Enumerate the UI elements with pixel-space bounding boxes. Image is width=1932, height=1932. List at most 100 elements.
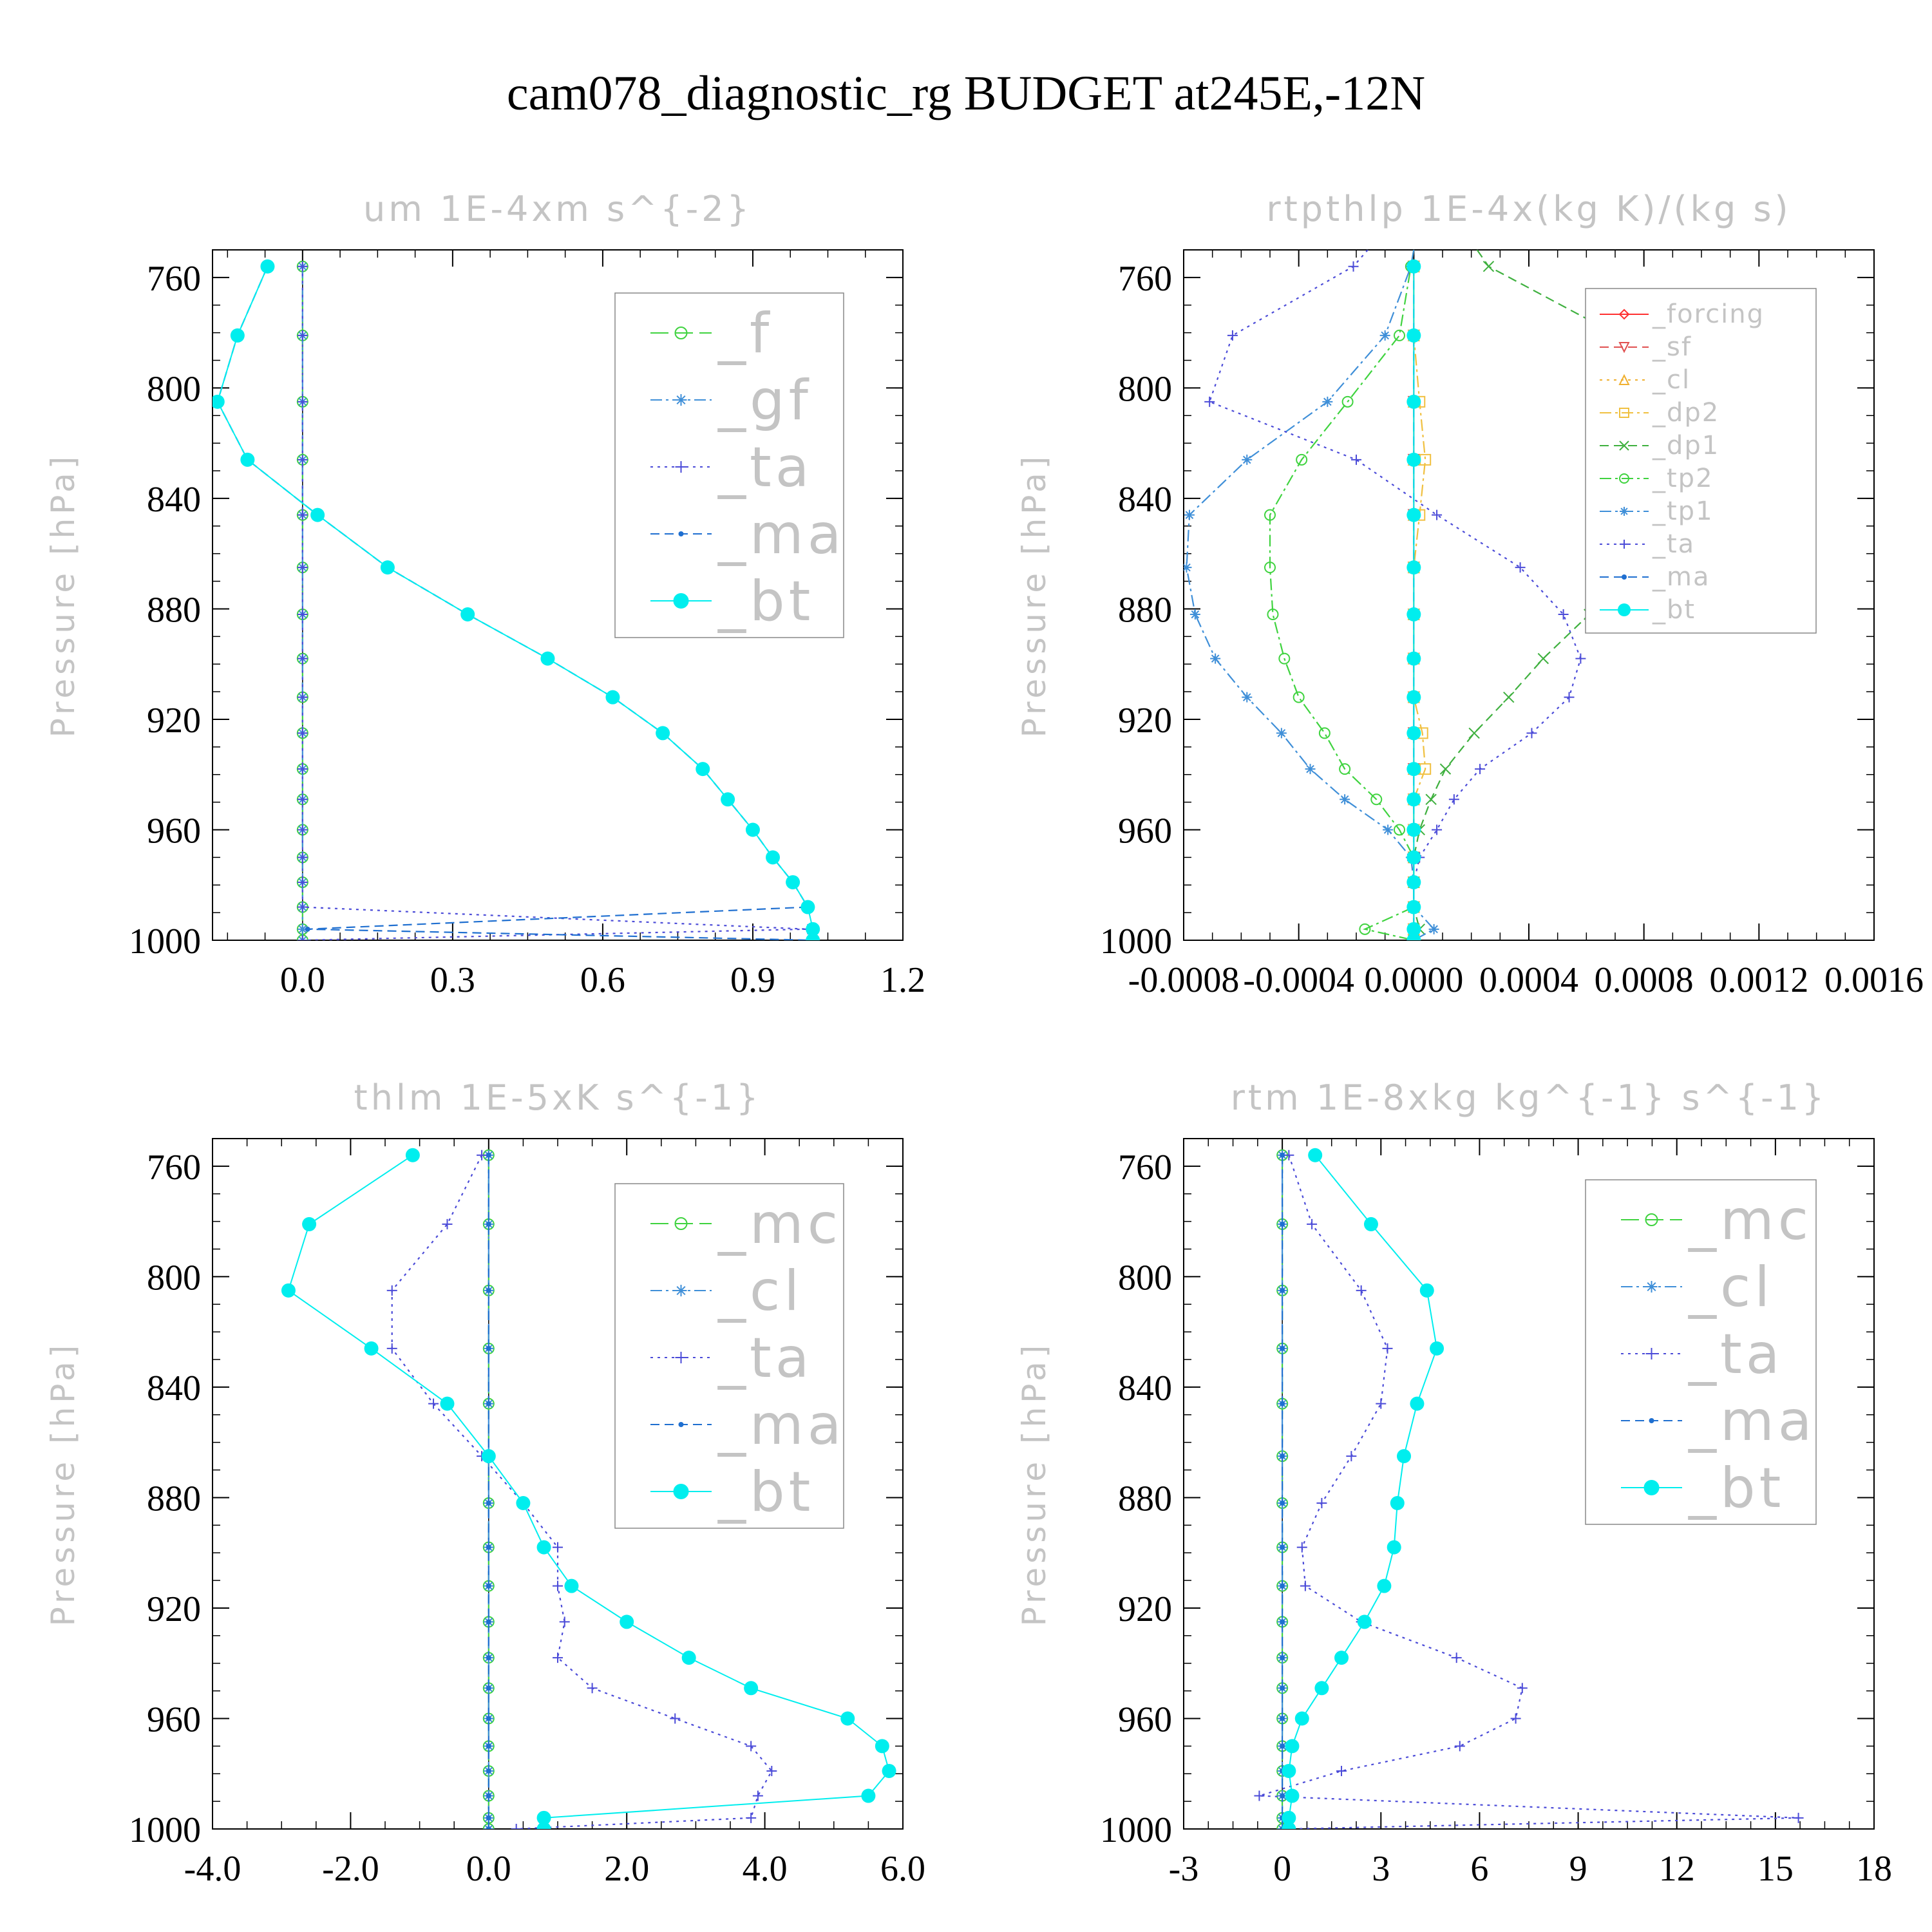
legend-marker (675, 394, 687, 406)
data-point (1280, 1345, 1285, 1351)
data-point (564, 1578, 579, 1593)
data-point (1282, 1810, 1296, 1825)
legend-label: _bt (717, 569, 814, 634)
legend-marker (1643, 1480, 1660, 1495)
data-point (1356, 1285, 1367, 1296)
series-group (281, 1148, 896, 1829)
x-tick-label: 0.6 (580, 960, 625, 1000)
data-point (297, 454, 308, 465)
data-point (486, 1815, 491, 1821)
data-point (553, 1653, 563, 1663)
series-line-dp2 (1413, 266, 1426, 940)
data-point (297, 794, 308, 805)
data-point (1451, 1653, 1462, 1663)
data-point (486, 1287, 491, 1293)
data-point (766, 850, 781, 865)
data-point (486, 1655, 491, 1661)
x-tick-label: -4.0 (184, 1849, 242, 1889)
data-point (1204, 396, 1215, 407)
figure-title: cam078_diagnostic_rg BUDGET at245E,-12N (507, 66, 1425, 120)
x-tick-label: 0.9 (730, 960, 775, 1000)
data-point (1322, 396, 1333, 407)
x-tick-label: 18 (1856, 1849, 1892, 1889)
legend-marker (1622, 574, 1627, 580)
data-point (1339, 763, 1351, 775)
legend-label: _bt (1652, 595, 1696, 625)
data-point (536, 1540, 551, 1555)
y-tick-label: 960 (1118, 811, 1172, 851)
y-tick-label: 960 (147, 1700, 201, 1739)
data-point (1468, 727, 1480, 739)
legend-marker (1618, 603, 1631, 616)
data-point (1564, 692, 1575, 703)
data-point (1280, 1501, 1285, 1506)
data-point (213, 394, 225, 409)
data-point (1184, 562, 1192, 573)
data-point (1406, 560, 1421, 575)
data-point (746, 1741, 757, 1752)
y-tick-label: 840 (1118, 480, 1172, 520)
series-line-ta (391, 1155, 773, 1829)
legend-marker (1618, 374, 1630, 385)
data-point (587, 1683, 598, 1694)
data-point (297, 902, 308, 913)
data-point (1316, 1498, 1327, 1509)
data-point (1357, 1615, 1372, 1629)
y-tick-label: 840 (147, 1368, 201, 1408)
data-point (806, 922, 820, 936)
data-point (486, 1793, 491, 1799)
data-point (486, 1768, 491, 1774)
plot-frame (212, 249, 904, 941)
y-tick-label: 920 (147, 1589, 201, 1629)
data-point (297, 852, 308, 863)
data-point (486, 1501, 491, 1506)
data-point (1370, 793, 1383, 806)
x-tick-label: 0.0004 (1479, 960, 1578, 1000)
data-point (1406, 792, 1421, 807)
data-point (1280, 1655, 1285, 1661)
x-tick-label: 0.0008 (1595, 960, 1694, 1000)
y-tick-label: 840 (147, 480, 201, 520)
legend-marker (674, 327, 688, 339)
data-point (1314, 1681, 1329, 1696)
data-point (297, 396, 308, 407)
data-point (1410, 1396, 1425, 1411)
data-point (1390, 1496, 1405, 1511)
data-point (405, 1148, 420, 1162)
data-point (1382, 1343, 1393, 1354)
data-point (1428, 923, 1439, 934)
data-point (1406, 452, 1421, 467)
x-tick-label: 0.0016 (1824, 960, 1924, 1000)
data-point (1264, 509, 1276, 521)
series-line-ta (1259, 1155, 1799, 1829)
data-point (1341, 395, 1354, 408)
legend-label: _ma (717, 502, 845, 567)
data-point (1406, 690, 1421, 705)
data-point (1406, 850, 1421, 865)
data-point (605, 690, 620, 705)
data-point (1510, 1713, 1521, 1724)
data-point (1406, 933, 1421, 940)
data-point (297, 261, 308, 272)
data-point (460, 607, 475, 622)
panel-title: rtm 1E-8xkg kg^{-1} s^{-1} (1231, 1077, 1828, 1118)
data-point (305, 926, 310, 932)
data-point (746, 1812, 757, 1823)
y-tick-label: 920 (1118, 1589, 1172, 1629)
data-point (1348, 261, 1359, 272)
data-point (481, 1449, 496, 1464)
data-point (240, 452, 255, 467)
y-axis-label: Pressure [hPa] (1016, 453, 1053, 738)
data-point (297, 824, 308, 835)
legend-label: _ta (1652, 529, 1695, 559)
y-tick-label: 1000 (129, 1810, 201, 1850)
series-group (1254, 1148, 1804, 1829)
data-point (1376, 1398, 1387, 1409)
data-point (486, 1345, 491, 1351)
data-point (1526, 728, 1537, 739)
data-point (1397, 1449, 1412, 1464)
data-point (1379, 330, 1390, 341)
y-tick-label: 960 (1118, 1700, 1172, 1739)
x-tick-label: -0.0008 (1128, 960, 1240, 1000)
legend-label: _sf (1652, 332, 1692, 362)
